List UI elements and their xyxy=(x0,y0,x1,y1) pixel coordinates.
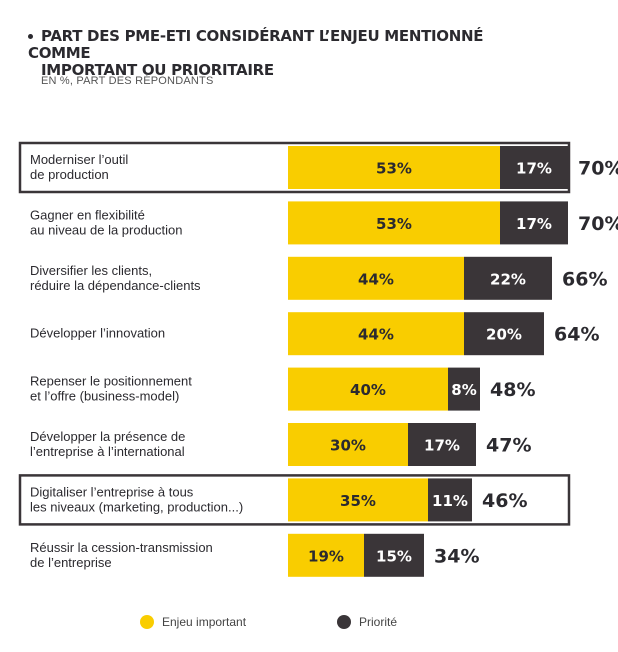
category-label: Moderniser l’outil xyxy=(30,152,128,167)
title-line-2: IMPORTANT OU PRIORITAIRE xyxy=(41,61,274,79)
value-label-priority: 11% xyxy=(432,492,468,510)
bar-priority xyxy=(428,478,472,522)
bar-priority xyxy=(464,312,544,356)
value-label-priority: 8% xyxy=(451,381,476,399)
total-label: 66% xyxy=(562,268,607,290)
category-label: l’entreprise à l’international xyxy=(30,444,185,459)
value-label-important: 44% xyxy=(358,270,394,288)
value-label-important: 35% xyxy=(340,492,376,510)
bar-priority xyxy=(500,146,568,189)
legend-label-priority: Priorité xyxy=(359,615,398,629)
total-label: 48% xyxy=(490,379,535,401)
legend-label-important: Enjeu important xyxy=(162,615,247,629)
total-label: 34% xyxy=(434,545,479,567)
bar-important xyxy=(288,533,364,577)
bar-important xyxy=(288,312,464,356)
category-label: de production xyxy=(30,167,109,182)
category-label: Développer l’innovation xyxy=(30,326,165,341)
value-label-important: 19% xyxy=(308,547,344,565)
value-label-important: 40% xyxy=(350,381,386,399)
total-label: 64% xyxy=(554,324,599,346)
highlight-frame xyxy=(18,141,571,194)
bar-priority xyxy=(464,256,552,300)
value-label-important: 53% xyxy=(376,215,412,233)
legend-item-important: Enjeu important xyxy=(140,612,246,632)
legend-swatch-important xyxy=(140,615,154,629)
value-label-priority: 17% xyxy=(424,437,460,455)
total-label: 70% xyxy=(578,158,618,180)
category-label: Digitaliser l’entreprise à tous xyxy=(30,484,194,499)
value-label-important: 53% xyxy=(376,160,412,178)
category-label: Gagner en flexibilité xyxy=(30,207,145,222)
bar-important xyxy=(288,146,500,189)
title-bullet xyxy=(28,34,33,39)
category-label: Développer la présence de xyxy=(30,429,185,444)
value-label-priority: 17% xyxy=(516,215,552,233)
category-label: de l’entreprise xyxy=(30,555,112,570)
bar-priority xyxy=(448,367,480,411)
legend-item-priority: Priorité xyxy=(337,612,397,632)
value-label-important: 44% xyxy=(358,326,394,344)
chart-title: PART DES PME-ETI CONSIDÉRANT L’ENJEU MEN… xyxy=(28,28,548,79)
value-label-priority: 15% xyxy=(376,547,412,565)
bar-priority xyxy=(500,201,568,245)
chart-subtitle: EN %, PART DES RÉPONDANTS xyxy=(41,75,214,87)
bar-priority xyxy=(364,533,424,577)
value-label-priority: 22% xyxy=(490,270,526,288)
bar-important xyxy=(288,367,448,411)
bar-important xyxy=(288,478,428,522)
category-label: réduire la dépendance-clients xyxy=(30,278,201,293)
category-label: Diversifier les clients, xyxy=(30,263,152,278)
bar-important xyxy=(288,256,464,300)
title-line-1: PART DES PME-ETI CONSIDÉRANT L’ENJEU MEN… xyxy=(28,27,484,62)
bar-priority xyxy=(408,423,476,466)
legend-swatch-priority xyxy=(337,615,351,629)
category-label: les niveaux (marketing, production...) xyxy=(30,499,243,514)
total-label: 70% xyxy=(578,213,618,235)
value-label-priority: 17% xyxy=(516,160,552,178)
category-label: Réussir la cession-transmission xyxy=(30,540,213,555)
category-label: Repenser le positionnement xyxy=(30,374,192,389)
highlight-frame xyxy=(18,474,571,526)
category-label: au niveau de la production xyxy=(30,222,183,237)
category-label: et l’offre (business-model) xyxy=(30,389,179,404)
value-label-priority: 20% xyxy=(486,326,522,344)
total-label: 46% xyxy=(482,490,527,512)
bar-important xyxy=(288,201,500,245)
bar-important xyxy=(288,423,408,466)
value-label-important: 30% xyxy=(330,437,366,455)
total-label: 47% xyxy=(486,435,531,457)
